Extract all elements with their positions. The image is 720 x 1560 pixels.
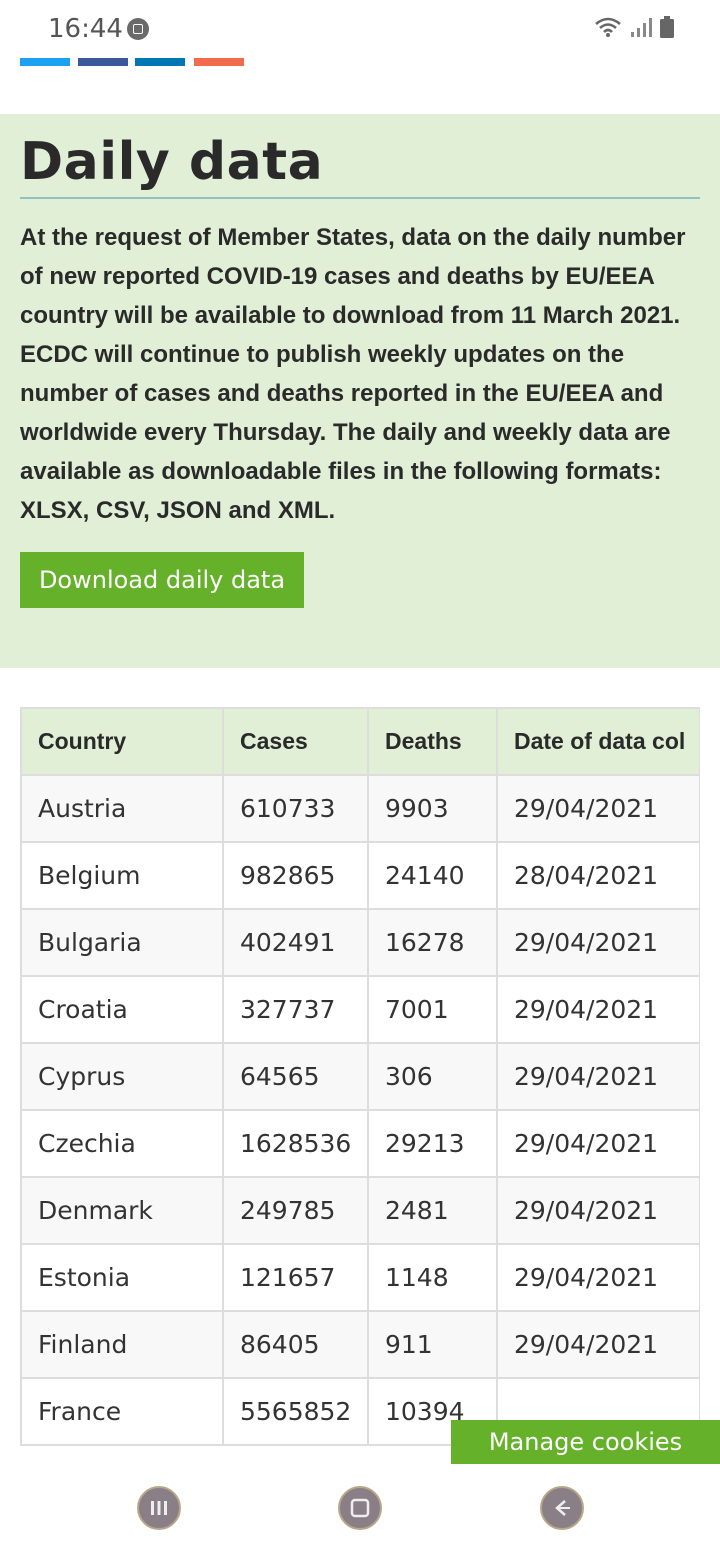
cell-cases: 327737 [222,975,369,1044]
cell-date: 29/04/2021 [496,1109,700,1178]
table-row: Czechia 1628536 29213 29/04/2021 [20,1109,700,1178]
back-icon[interactable] [540,1486,584,1530]
cell-cases: 402491 [222,908,369,977]
wifi-icon [595,17,621,37]
cell-cases: 982865 [222,841,369,910]
cell-country: Denmark [20,1176,224,1245]
cell-date: 29/04/2021 [496,1176,700,1245]
cell-deaths: 29213 [367,1109,498,1178]
cell-deaths: 306 [367,1042,498,1111]
header-date[interactable]: Date of data col [496,707,700,776]
table-row: Croatia 327737 7001 29/04/2021 [20,975,700,1044]
cell-country: Finland [20,1310,224,1379]
share-buttons [20,58,250,66]
cell-country: Cyprus [20,1042,224,1111]
table-row: Finland 86405 911 29/04/2021 [20,1310,700,1379]
cell-cases: 249785 [222,1176,369,1245]
cell-date: 29/04/2021 [496,1042,700,1111]
cell-deaths: 2481 [367,1176,498,1245]
cell-country: Estonia [20,1243,224,1312]
cell-cases: 610733 [222,774,369,843]
screenshot-badge-icon [127,18,149,40]
cell-country: Belgium [20,841,224,910]
cell-date: 29/04/2021 [496,1243,700,1312]
header-deaths[interactable]: Deaths [367,707,498,776]
cell-cases: 86405 [222,1310,369,1379]
data-table-container[interactable]: Country Cases Deaths Date of data col Au… [20,707,700,1464]
home-icon[interactable] [338,1486,382,1530]
manage-cookies-button[interactable]: Manage cookies [451,1420,720,1464]
status-bar: 16:44 [0,0,720,60]
cell-deaths: 24140 [367,841,498,910]
linkedin-share-bar[interactable] [135,58,185,66]
cell-date: 29/04/2021 [496,774,700,843]
table-row: Denmark 249785 2481 29/04/2021 [20,1176,700,1245]
info-description: At the request of Member States, data on… [20,224,686,524]
download-daily-data-button[interactable]: Download daily data [20,552,304,608]
table-row: Austria 610733 9903 29/04/2021 [20,774,700,843]
table-row: Belgium 982865 24140 28/04/2021 [20,841,700,910]
cell-deaths: 7001 [367,975,498,1044]
cell-country: Austria [20,774,224,843]
cell-country: Croatia [20,975,224,1044]
cell-deaths: 1148 [367,1243,498,1312]
status-time: 16:44 [48,14,123,44]
status-icons [594,16,674,38]
cell-country: Bulgaria [20,908,224,977]
cell-cases: 121657 [222,1243,369,1312]
cell-date: 28/04/2021 [496,841,700,910]
system-nav-bar [0,1464,720,1560]
cell-date: 29/04/2021 [496,1310,700,1379]
table-header-row: Country Cases Deaths Date of data col [20,707,700,776]
cell-cases: 5565852 [222,1377,369,1446]
table-row: Cyprus 64565 306 29/04/2021 [20,1042,700,1111]
data-table: Country Cases Deaths Date of data col Au… [20,707,700,1446]
table-row: Bulgaria 402491 16278 29/04/2021 [20,908,700,977]
cell-country: Czechia [20,1109,224,1178]
cell-deaths: 911 [367,1310,498,1379]
twitter-share-bar[interactable] [20,58,70,66]
cell-country: France [20,1377,224,1446]
recent-apps-icon[interactable] [137,1486,181,1530]
page-title: Daily data [20,132,324,192]
header-country[interactable]: Country [20,707,224,776]
cell-deaths: 16278 [367,908,498,977]
title-divider [20,197,700,199]
email-share-bar[interactable] [194,58,244,66]
cell-date: 29/04/2021 [496,908,700,977]
cell-cases: 64565 [222,1042,369,1111]
cell-cases: 1628536 [222,1109,369,1178]
cell-date: 29/04/2021 [496,975,700,1044]
table-row: Estonia 121657 1148 29/04/2021 [20,1243,700,1312]
signal-icon [631,18,652,37]
battery-icon [660,16,674,38]
facebook-share-bar[interactable] [78,58,128,66]
cell-deaths: 9903 [367,774,498,843]
header-cases[interactable]: Cases [222,707,369,776]
